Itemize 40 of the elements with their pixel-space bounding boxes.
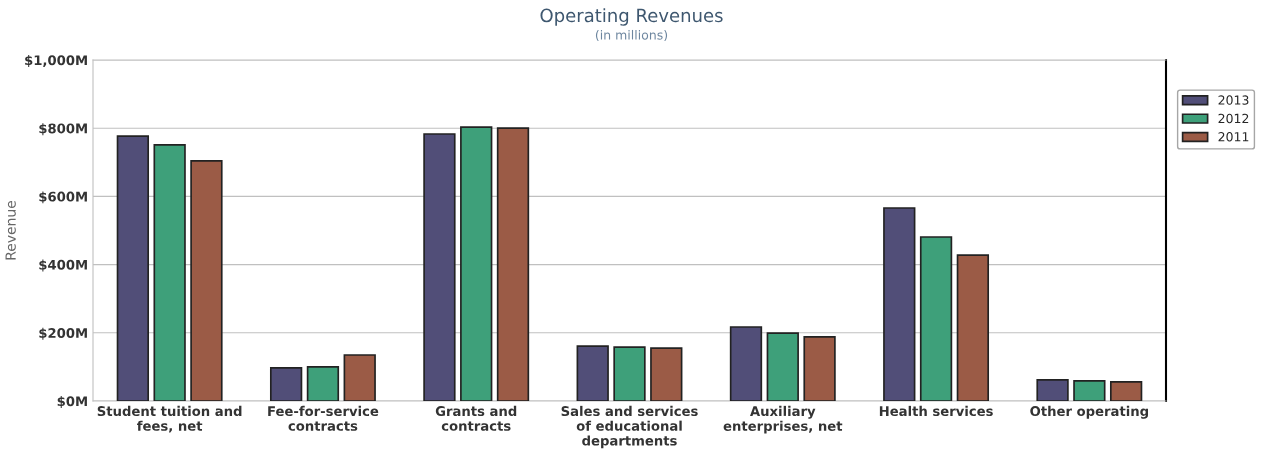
legend-label: 2013 bbox=[1218, 95, 1249, 105]
bar bbox=[190, 160, 223, 401]
bar bbox=[883, 207, 916, 401]
y-tick-label: $400M bbox=[39, 259, 87, 272]
bar bbox=[766, 332, 799, 401]
bar bbox=[576, 345, 609, 401]
y-tick-label: $600M bbox=[39, 191, 87, 204]
x-tick-label: Auxiliary enterprises, net bbox=[723, 405, 843, 434]
x-tick-label: Student tuition and fees, net bbox=[97, 405, 242, 433]
bar bbox=[460, 126, 493, 401]
bar bbox=[1036, 379, 1069, 401]
bar bbox=[496, 127, 530, 401]
bar bbox=[153, 144, 186, 401]
bar bbox=[729, 326, 763, 401]
bar bbox=[1109, 381, 1143, 401]
x-tick-label: Health services bbox=[879, 405, 993, 417]
chart-subtitle: (in millions) bbox=[595, 29, 668, 42]
x-tick-label: Other operating bbox=[1030, 405, 1148, 419]
bar bbox=[650, 347, 683, 401]
y-tick-label: $1,000M bbox=[25, 54, 87, 67]
y-tick-label: $200M bbox=[39, 327, 87, 340]
x-tick-label: Grants and contracts bbox=[435, 405, 517, 431]
x-tick-label: Fee-for-service contracts bbox=[268, 405, 379, 431]
bar bbox=[803, 336, 836, 401]
bar bbox=[116, 135, 150, 401]
y-tick-label: $0M bbox=[57, 395, 87, 408]
bar bbox=[919, 236, 953, 401]
legend-label: 2011 bbox=[1218, 132, 1249, 142]
y-tick-label: $800M bbox=[39, 123, 87, 136]
bar bbox=[343, 354, 376, 401]
y-axis-title: Revenue bbox=[5, 201, 16, 260]
bar bbox=[269, 367, 303, 401]
legend-label: 2012 bbox=[1218, 113, 1249, 124]
x-tick-label: Sales and services of educational departments bbox=[561, 405, 698, 449]
chart-title: Operating Revenues bbox=[540, 8, 723, 26]
bar bbox=[306, 366, 340, 401]
bar bbox=[423, 133, 456, 401]
bar bbox=[956, 254, 990, 401]
bar bbox=[613, 346, 646, 401]
bar bbox=[1073, 380, 1106, 401]
